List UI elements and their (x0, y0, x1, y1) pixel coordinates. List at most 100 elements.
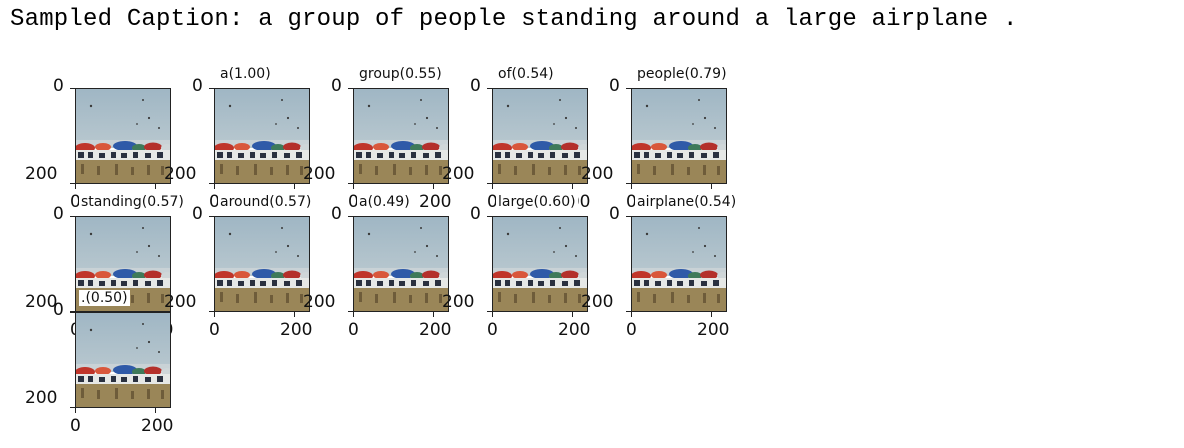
y-tick-label: 200 (25, 292, 58, 312)
y-tick-mark (209, 88, 214, 89)
beach-photo-image (492, 88, 588, 184)
y-tick-label: 0 (470, 76, 481, 96)
panel-title: around(0.57) (218, 194, 314, 210)
x-tick-mark (572, 312, 573, 317)
x-tick-mark (294, 184, 295, 189)
y-tick-mark (209, 311, 214, 312)
y-tick-mark (487, 216, 492, 217)
x-tick-label: 0 (487, 320, 498, 340)
y-tick-label: 200 (164, 164, 197, 184)
beach-photo-image (214, 88, 310, 184)
y-tick-label: 0 (53, 76, 64, 96)
panel-title: people(0.79) (635, 66, 729, 82)
beach-photo-image (631, 88, 727, 184)
y-tick-label: 0 (192, 76, 203, 96)
x-tick-label: 0 (70, 192, 81, 212)
y-tick-mark (70, 407, 75, 408)
x-tick-mark (433, 184, 434, 189)
y-tick-mark (209, 183, 214, 184)
beach-photo-image (353, 216, 449, 312)
y-tick-label: 0 (53, 204, 64, 224)
x-tick-label: 200 (419, 320, 452, 340)
y-tick-mark (487, 183, 492, 184)
y-tick-mark (626, 183, 631, 184)
y-tick-mark (348, 88, 353, 89)
x-tick-mark (75, 408, 76, 413)
x-tick-label: 200 (141, 416, 174, 436)
x-tick-mark (433, 312, 434, 317)
x-tick-label: 0 (70, 416, 81, 436)
y-tick-mark (626, 88, 631, 89)
panel-title: airplane(0.54) (635, 194, 739, 210)
y-tick-label: 0 (53, 300, 64, 320)
x-tick-label: 0 (626, 320, 637, 340)
x-tick-label: 200 (558, 320, 591, 340)
y-tick-label: 200 (442, 164, 475, 184)
x-tick-mark (572, 184, 573, 189)
x-tick-mark (631, 184, 632, 189)
attention-panel: 0 200 0 200 .(0.50) (25, 290, 173, 436)
y-tick-mark (348, 183, 353, 184)
panel-title: group(0.55) (357, 66, 444, 82)
y-tick-label: 0 (331, 76, 342, 96)
y-tick-mark (70, 183, 75, 184)
beach-photo-image (353, 88, 449, 184)
x-tick-mark (631, 312, 632, 317)
y-tick-mark (487, 88, 492, 89)
y-tick-mark (70, 216, 75, 217)
beach-photo-image (75, 312, 171, 408)
x-tick-label: 200 (697, 320, 730, 340)
x-tick-mark (492, 312, 493, 317)
beach-photo-image (631, 216, 727, 312)
attention-panel: 0 200 0 200 large(0.60) (442, 194, 590, 340)
x-tick-mark (294, 312, 295, 317)
y-tick-mark (70, 311, 75, 312)
y-tick-label: 0 (331, 204, 342, 224)
y-tick-label: 200 (581, 292, 614, 312)
x-tick-label: 0 (348, 192, 359, 212)
y-tick-label: 200 (164, 292, 197, 312)
x-tick-label: 0 (209, 192, 220, 212)
y-tick-label: 200 (303, 292, 336, 312)
x-tick-mark (353, 312, 354, 317)
y-tick-label: 200 (581, 164, 614, 184)
panel-title: .(0.50) (79, 290, 130, 306)
x-tick-label: 200 (419, 192, 452, 212)
y-tick-mark (626, 311, 631, 312)
panel-title: large(0.60) (496, 194, 578, 210)
y-tick-mark (70, 88, 75, 89)
beach-photo-image (214, 216, 310, 312)
x-tick-label: 0 (209, 320, 220, 340)
x-tick-mark (711, 312, 712, 317)
x-tick-label: 0 (626, 192, 637, 212)
y-tick-mark (487, 311, 492, 312)
attention-panel: 0 200 0 200 airplane(0.54) (581, 194, 739, 340)
attention-panel: 02000200of(0.54) (442, 66, 590, 212)
y-tick-label: 0 (470, 204, 481, 224)
panel-title: of(0.54) (496, 66, 556, 82)
y-tick-mark (348, 311, 353, 312)
panel-title: a(0.49) (357, 194, 412, 210)
y-tick-mark (209, 216, 214, 217)
x-tick-mark (353, 184, 354, 189)
panel-title: a(1.00) (218, 66, 273, 82)
x-tick-mark (492, 184, 493, 189)
x-tick-mark (214, 184, 215, 189)
x-tick-mark (75, 184, 76, 189)
beach-photo-image (492, 216, 588, 312)
x-tick-mark (711, 184, 712, 189)
y-tick-label: 0 (609, 204, 620, 224)
y-tick-label: 200 (25, 164, 58, 184)
y-tick-label: 200 (25, 388, 58, 408)
y-tick-label: 200 (442, 292, 475, 312)
attention-panel: 02000200people(0.79) (581, 66, 729, 212)
y-tick-mark (348, 216, 353, 217)
sampled-caption: Sampled Caption: a group of people stand… (10, 6, 1018, 33)
y-tick-mark (626, 216, 631, 217)
x-tick-mark (155, 408, 156, 413)
x-tick-label: 200 (280, 320, 313, 340)
x-tick-mark (155, 184, 156, 189)
